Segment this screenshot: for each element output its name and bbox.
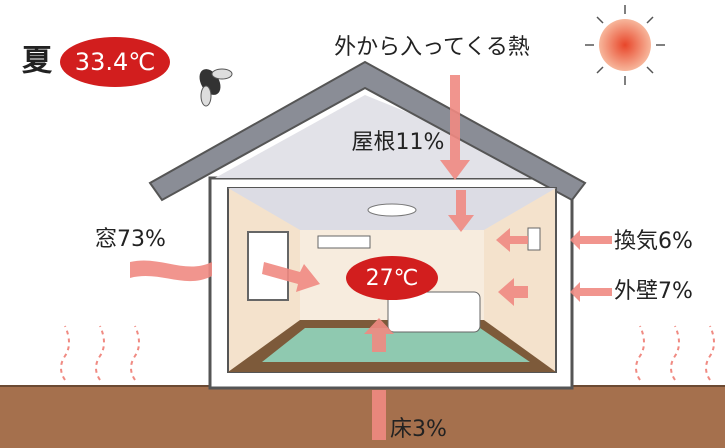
vent-outer-arrow xyxy=(570,230,612,250)
floor-mat xyxy=(262,328,530,362)
floor-arrow xyxy=(372,390,386,440)
window-arrow xyxy=(130,260,212,282)
wall-arrow xyxy=(498,278,528,306)
outer-wall-label: 外壁7% xyxy=(614,279,693,304)
roof-arrow xyxy=(440,75,470,180)
ceiling-arrow xyxy=(448,190,474,232)
outdoor-temp-badge xyxy=(60,37,170,87)
floor-inner-arrow xyxy=(364,318,394,352)
ventilation-label: 換気6% xyxy=(614,229,693,254)
window-inner-arrow xyxy=(262,262,320,292)
air-conditioner xyxy=(317,235,371,249)
vent xyxy=(527,227,541,251)
indoor-temp-badge xyxy=(346,256,438,300)
outdoor-temperature: 33.4℃ xyxy=(75,48,155,76)
wall-outer-arrow xyxy=(570,282,612,302)
title: 外から入ってくる熱 xyxy=(334,35,530,60)
window-label: 窓73% xyxy=(95,227,166,252)
sun-rays xyxy=(585,5,665,85)
roof xyxy=(148,60,587,202)
roof-label: 屋根11% xyxy=(352,130,445,155)
vent-arrow xyxy=(496,228,528,252)
indoor-temperature: 27℃ xyxy=(366,266,419,291)
fly xyxy=(199,68,233,107)
sun xyxy=(599,19,651,71)
floor-label: 床3% xyxy=(390,417,447,442)
ceiling-light xyxy=(367,203,417,217)
heat-waves xyxy=(60,325,715,381)
season-label: 夏 xyxy=(22,44,53,79)
ground xyxy=(0,385,725,448)
attic xyxy=(215,95,568,178)
sofa xyxy=(387,291,481,333)
